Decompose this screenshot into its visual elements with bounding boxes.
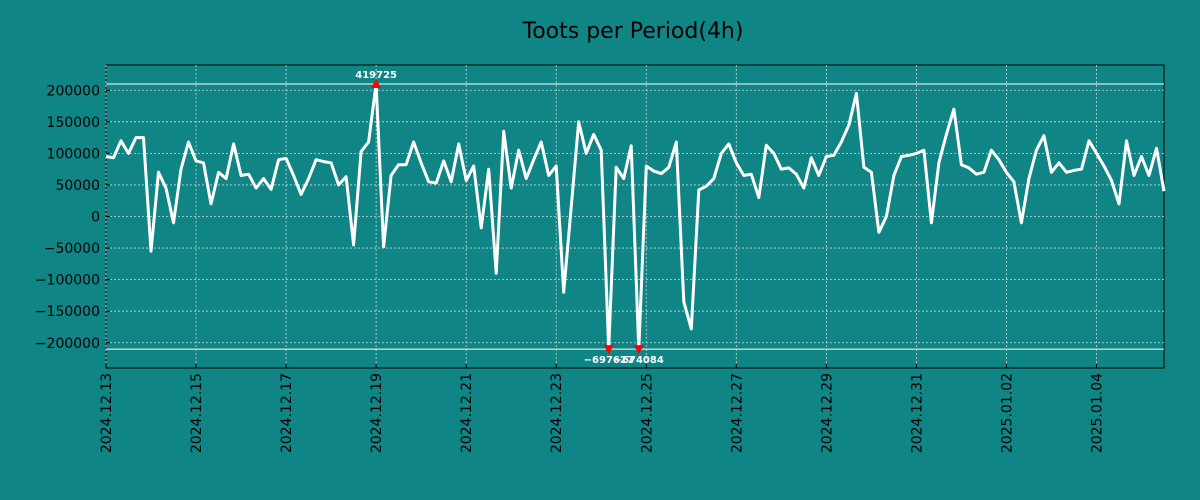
max-marker: [371, 78, 382, 88]
chart-title: Toots per Period(4h): [522, 19, 744, 44]
min-marker: [633, 345, 644, 355]
y-tick-label: −150000: [35, 304, 100, 320]
reference-lines: [106, 83, 1164, 350]
x-tick-label: 2025.01.04: [1089, 373, 1105, 453]
grid-lines: [105, 65, 1164, 368]
x-tick-label: 2024.12.31: [909, 373, 925, 453]
y-tick-label: 50000: [55, 178, 100, 194]
y-tick-label: −50000: [44, 241, 100, 257]
min-marker-label: −697627: [584, 355, 634, 366]
x-tick-label: 2024.12.29: [819, 373, 835, 453]
y-tick-label: 0: [91, 210, 100, 226]
y-tick-label: 100000: [47, 146, 100, 162]
x-tick-label: 2024.12.21: [459, 373, 475, 453]
y-tick-label: 150000: [47, 115, 100, 131]
y-tick-label: 200000: [47, 83, 100, 99]
x-tick-label: 2024.12.15: [189, 373, 205, 453]
marker-layer: 419725 −697627−674084: [355, 70, 664, 366]
min-marker-label: −674084: [614, 355, 664, 366]
x-tick-label: 2024.12.17: [279, 373, 295, 453]
x-tick-label: 2024.12.13: [99, 373, 115, 453]
y-tick-label: −100000: [35, 273, 100, 289]
y-tick-label: −200000: [35, 336, 100, 352]
y-axis: 200000 150000 100000 50000 0 −50000 −100000 −15…: [35, 83, 110, 352]
x-axis: 2024.12.13 2024.12.15 2024.12.17 2024.12.19…: [99, 364, 1105, 453]
x-tick-label: 2024.12.19: [369, 373, 385, 453]
x-tick-label: 2024.12.25: [639, 373, 655, 453]
x-tick-label: 2025.01.02: [999, 373, 1015, 453]
x-tick-label: 2024.12.27: [729, 373, 745, 453]
series-layer: [105, 82, 1166, 351]
x-tick-label: 2024.12.23: [549, 373, 565, 453]
min-marker: [603, 345, 614, 355]
series-line-toots: [105, 82, 1166, 351]
max-marker-label: 419725: [355, 70, 397, 81]
